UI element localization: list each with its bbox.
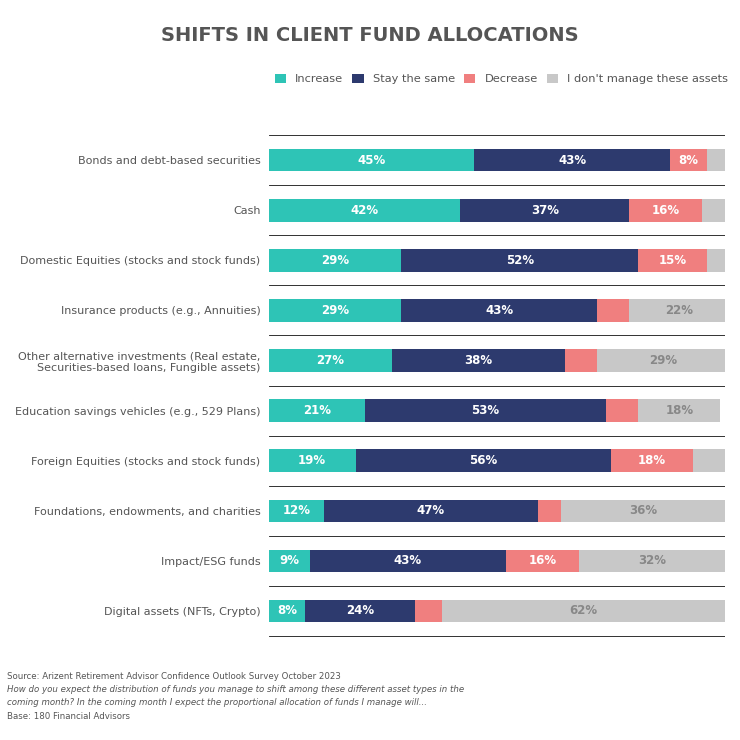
Bar bbox=[460, 199, 629, 221]
Bar bbox=[707, 149, 725, 172]
Text: Source: Arizent Retirement Advisor Confidence Outlook Survey October 2023: Source: Arizent Retirement Advisor Confi… bbox=[7, 672, 341, 681]
Bar bbox=[474, 149, 670, 172]
Text: 18%: 18% bbox=[638, 454, 666, 467]
Bar bbox=[639, 249, 707, 272]
Text: 12%: 12% bbox=[282, 504, 310, 517]
Bar bbox=[310, 550, 506, 572]
Bar bbox=[355, 449, 611, 472]
Bar bbox=[579, 550, 725, 572]
Bar bbox=[707, 249, 725, 272]
Bar bbox=[629, 299, 730, 322]
Bar bbox=[269, 500, 323, 522]
Text: 38%: 38% bbox=[465, 354, 493, 367]
Bar bbox=[269, 400, 365, 422]
Bar bbox=[269, 599, 306, 622]
Text: 29%: 29% bbox=[321, 304, 349, 317]
Text: 42%: 42% bbox=[351, 204, 379, 217]
Text: 37%: 37% bbox=[531, 204, 559, 217]
Text: 62%: 62% bbox=[570, 605, 598, 617]
Text: 43%: 43% bbox=[394, 554, 422, 568]
Bar bbox=[629, 199, 702, 221]
Bar bbox=[561, 500, 725, 522]
Bar bbox=[401, 249, 639, 272]
Text: 8%: 8% bbox=[277, 605, 297, 617]
Text: 45%: 45% bbox=[357, 154, 386, 166]
Text: 29%: 29% bbox=[321, 254, 349, 267]
Text: coming month? In the coming month I expect the proportional allocation of funds : coming month? In the coming month I expe… bbox=[7, 699, 428, 707]
Bar bbox=[639, 400, 721, 422]
Text: 56%: 56% bbox=[469, 454, 497, 467]
Bar bbox=[443, 599, 725, 622]
Bar bbox=[401, 299, 597, 322]
Bar bbox=[269, 149, 474, 172]
Text: 15%: 15% bbox=[659, 254, 687, 267]
Bar bbox=[597, 299, 629, 322]
Bar bbox=[269, 299, 401, 322]
Bar bbox=[702, 199, 725, 221]
Text: Base: 180 Financial Advisors: Base: 180 Financial Advisors bbox=[7, 712, 130, 721]
Legend: Increase, Stay the same, Decrease, I don't manage these assets: Increase, Stay the same, Decrease, I don… bbox=[275, 74, 728, 84]
Bar bbox=[415, 599, 443, 622]
Bar bbox=[269, 249, 401, 272]
Text: 47%: 47% bbox=[417, 504, 445, 517]
Text: 27%: 27% bbox=[317, 354, 344, 367]
Text: 36%: 36% bbox=[629, 504, 657, 517]
Bar bbox=[606, 400, 639, 422]
Text: 18%: 18% bbox=[665, 404, 693, 417]
Bar bbox=[269, 449, 355, 472]
Bar bbox=[365, 400, 606, 422]
Text: 52%: 52% bbox=[505, 254, 534, 267]
Bar bbox=[597, 349, 730, 371]
Bar bbox=[506, 550, 579, 572]
Bar bbox=[611, 449, 693, 472]
Text: 16%: 16% bbox=[528, 554, 556, 568]
Text: 29%: 29% bbox=[650, 354, 678, 367]
Bar bbox=[323, 500, 538, 522]
Text: 21%: 21% bbox=[303, 404, 331, 417]
Text: 24%: 24% bbox=[346, 605, 374, 617]
Text: How do you expect the distribution of funds you manage to shift among these diff: How do you expect the distribution of fu… bbox=[7, 685, 465, 694]
Bar bbox=[269, 550, 310, 572]
Bar bbox=[565, 349, 597, 371]
Text: 32%: 32% bbox=[638, 554, 666, 568]
Bar bbox=[306, 599, 415, 622]
Text: 16%: 16% bbox=[652, 204, 680, 217]
Text: SHIFTS IN CLIENT FUND ALLOCATIONS: SHIFTS IN CLIENT FUND ALLOCATIONS bbox=[161, 26, 579, 45]
Text: 43%: 43% bbox=[485, 304, 514, 317]
Text: 8%: 8% bbox=[679, 154, 699, 166]
Text: 43%: 43% bbox=[558, 154, 586, 166]
Bar bbox=[269, 349, 392, 371]
Text: 53%: 53% bbox=[471, 404, 500, 417]
Bar bbox=[269, 199, 460, 221]
Text: 22%: 22% bbox=[665, 304, 693, 317]
Bar bbox=[670, 149, 707, 172]
Text: 9%: 9% bbox=[280, 554, 300, 568]
Bar bbox=[538, 500, 561, 522]
Bar bbox=[392, 349, 565, 371]
Text: 19%: 19% bbox=[298, 454, 326, 467]
Bar bbox=[693, 449, 725, 472]
